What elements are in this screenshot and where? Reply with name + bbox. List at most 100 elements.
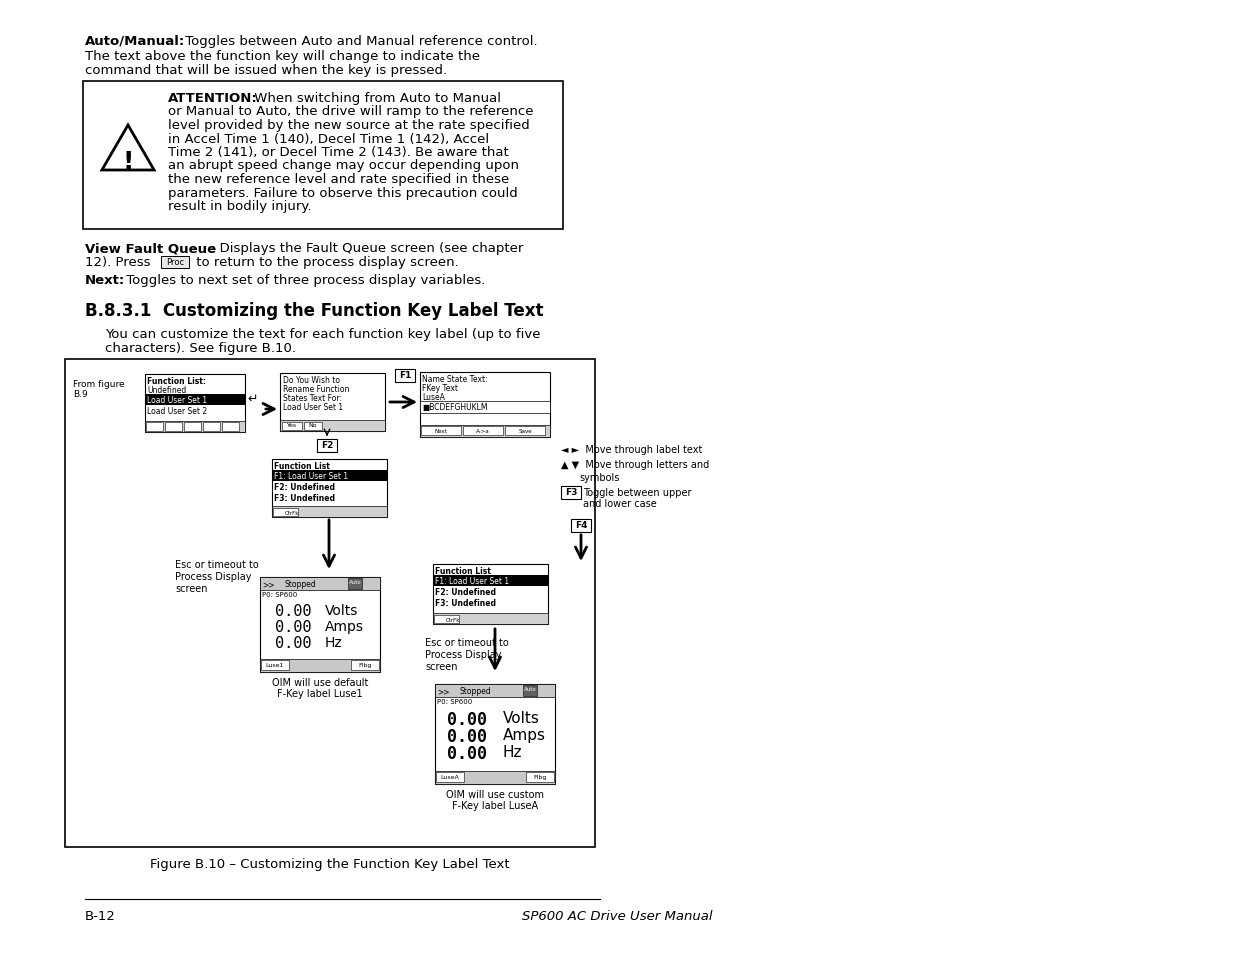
Text: in Accel Time 1 (140), Decel Time 1 (142), Accel: in Accel Time 1 (140), Decel Time 1 (142… <box>168 132 489 146</box>
Bar <box>261 578 380 590</box>
Text: symbols: symbols <box>579 473 620 482</box>
Text: F-Key label Luse1: F-Key label Luse1 <box>277 688 363 699</box>
Text: 12). Press: 12). Press <box>85 255 154 269</box>
Text: 0.00: 0.00 <box>275 619 311 635</box>
Bar <box>348 578 362 589</box>
Text: 0.00: 0.00 <box>447 744 487 762</box>
Text: Function List:: Function List: <box>147 376 206 386</box>
Bar <box>435 771 555 784</box>
Text: F3: F3 <box>564 488 577 497</box>
Text: Do You Wish to: Do You Wish to <box>283 375 340 385</box>
Bar <box>420 426 550 437</box>
Text: The text above the function key will change to indicate the: The text above the function key will cha… <box>85 50 480 63</box>
Text: ATTENTION:: ATTENTION: <box>168 91 258 105</box>
Text: Load User Set 1: Load User Set 1 <box>283 402 343 412</box>
Text: parameters. Failure to observe this precaution could: parameters. Failure to observe this prec… <box>168 186 517 199</box>
Bar <box>272 506 387 517</box>
Text: F1: Load User Set 1: F1: Load User Set 1 <box>435 577 509 585</box>
Text: Function List: Function List <box>435 566 490 576</box>
Bar <box>273 509 298 517</box>
Bar <box>526 772 555 782</box>
Text: LuseA: LuseA <box>441 774 459 780</box>
Text: P0: SP600: P0: SP600 <box>437 699 472 704</box>
Text: Volts: Volts <box>325 603 358 618</box>
Bar <box>317 439 337 453</box>
Text: Auto/Manual:: Auto/Manual: <box>85 35 185 48</box>
Text: From figure: From figure <box>73 379 125 389</box>
Text: F4: F4 <box>574 521 588 530</box>
Bar <box>83 82 563 230</box>
Text: characters). See figure B.10.: characters). See figure B.10. <box>105 341 296 355</box>
Text: LuseA: LuseA <box>422 393 445 401</box>
Text: Process Display: Process Display <box>175 572 252 581</box>
Text: 0.00: 0.00 <box>447 727 487 745</box>
Bar <box>433 564 548 624</box>
Text: Stopped: Stopped <box>284 579 316 588</box>
Bar <box>161 256 189 269</box>
Text: F2: Undefined: F2: Undefined <box>435 587 496 597</box>
Bar <box>184 422 201 432</box>
Text: F2: Undefined: F2: Undefined <box>274 482 335 492</box>
Text: result in bodily injury.: result in bodily injury. <box>168 200 311 213</box>
Text: B.8.3.1  Customizing the Function Key Label Text: B.8.3.1 Customizing the Function Key Lab… <box>85 302 543 319</box>
Text: the new reference level and rate specified in these: the new reference level and rate specifi… <box>168 172 509 186</box>
Text: ◄ ►  Move through label text: ◄ ► Move through label text <box>561 444 703 455</box>
Text: F3: Undefined: F3: Undefined <box>274 494 335 502</box>
Bar <box>522 685 537 697</box>
Text: command that will be issued when the key is pressed.: command that will be issued when the key… <box>85 64 447 77</box>
Text: Toggle between upper: Toggle between upper <box>583 488 692 497</box>
Bar <box>433 614 548 624</box>
Text: F3: Undefined: F3: Undefined <box>435 598 496 607</box>
Text: When switching from Auto to Manual: When switching from Auto to Manual <box>249 91 501 105</box>
Text: Load User Set 2: Load User Set 2 <box>147 407 207 416</box>
Bar <box>463 427 503 436</box>
Text: !: ! <box>122 150 133 173</box>
Bar <box>420 373 550 437</box>
Text: Auto: Auto <box>348 579 362 584</box>
Text: Function List: Function List <box>274 461 330 471</box>
Text: F1: Load User Set 1: F1: Load User Set 1 <box>274 472 348 480</box>
Bar <box>561 486 580 499</box>
Polygon shape <box>103 126 154 171</box>
Bar <box>505 427 545 436</box>
Text: P0: SP600: P0: SP600 <box>262 592 298 598</box>
Bar <box>421 427 461 436</box>
Text: OIM will use default: OIM will use default <box>272 678 368 687</box>
Text: 0.00: 0.00 <box>447 710 487 728</box>
Bar <box>436 772 464 782</box>
Bar <box>433 576 548 586</box>
Text: Time 2 (141), or Decel Time 2 (143). Be aware that: Time 2 (141), or Decel Time 2 (143). Be … <box>168 146 509 159</box>
Bar <box>146 422 163 432</box>
Text: Proc: Proc <box>165 257 184 267</box>
Text: an abrupt speed change may occur depending upon: an abrupt speed change may occur dependi… <box>168 159 519 172</box>
Text: Save: Save <box>519 429 532 434</box>
Bar <box>395 370 415 382</box>
Text: Hz: Hz <box>503 744 522 760</box>
Text: Name State Text:: Name State Text: <box>422 375 488 384</box>
Text: Hz: Hz <box>325 636 343 649</box>
Text: Amps: Amps <box>325 619 364 634</box>
Bar <box>351 660 379 670</box>
Bar <box>144 375 245 433</box>
Text: and lower case: and lower case <box>583 498 657 509</box>
Text: FKey Text: FKey Text <box>422 384 458 393</box>
Text: ↵: ↵ <box>248 393 258 406</box>
Bar <box>261 578 380 672</box>
Text: : Displays the Fault Queue screen (see chapter: : Displays the Fault Queue screen (see c… <box>211 242 524 254</box>
Text: SP600 AC Drive User Manual: SP600 AC Drive User Manual <box>521 909 713 923</box>
Text: CtrFk: CtrFk <box>285 511 300 516</box>
Text: View Fault Queue: View Fault Queue <box>85 242 216 254</box>
Text: A->a: A->a <box>477 429 490 434</box>
Text: Undefined: Undefined <box>147 386 186 395</box>
Text: ■BCDEFGHUKLM: ■BCDEFGHUKLM <box>422 402 488 412</box>
Text: Stopped: Stopped <box>459 686 490 696</box>
Text: Auto: Auto <box>524 686 536 691</box>
Bar <box>65 359 595 847</box>
Text: F2: F2 <box>321 441 333 450</box>
Bar <box>571 519 592 533</box>
Bar <box>272 459 387 517</box>
Bar <box>280 374 385 432</box>
Text: CtrFk: CtrFk <box>446 618 461 622</box>
Bar <box>280 420 385 432</box>
Text: F1: F1 <box>399 371 411 380</box>
